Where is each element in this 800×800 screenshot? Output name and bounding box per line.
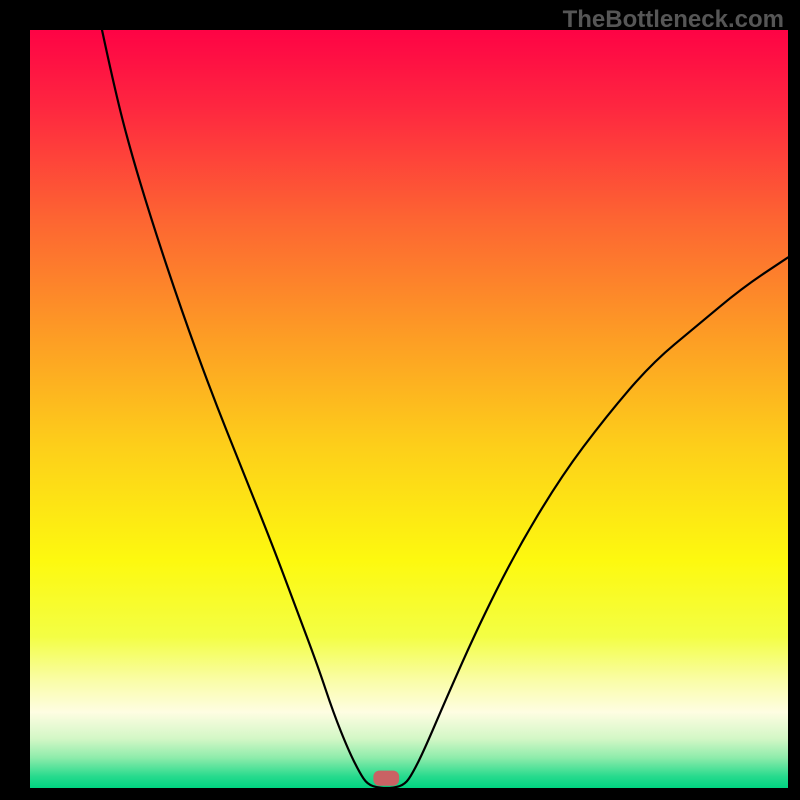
watermark-text: TheBottleneck.com <box>563 6 784 34</box>
bottleneck-chart <box>30 30 788 788</box>
optimal-marker <box>373 771 399 786</box>
chart-frame <box>30 30 788 788</box>
gradient-background <box>30 30 788 788</box>
